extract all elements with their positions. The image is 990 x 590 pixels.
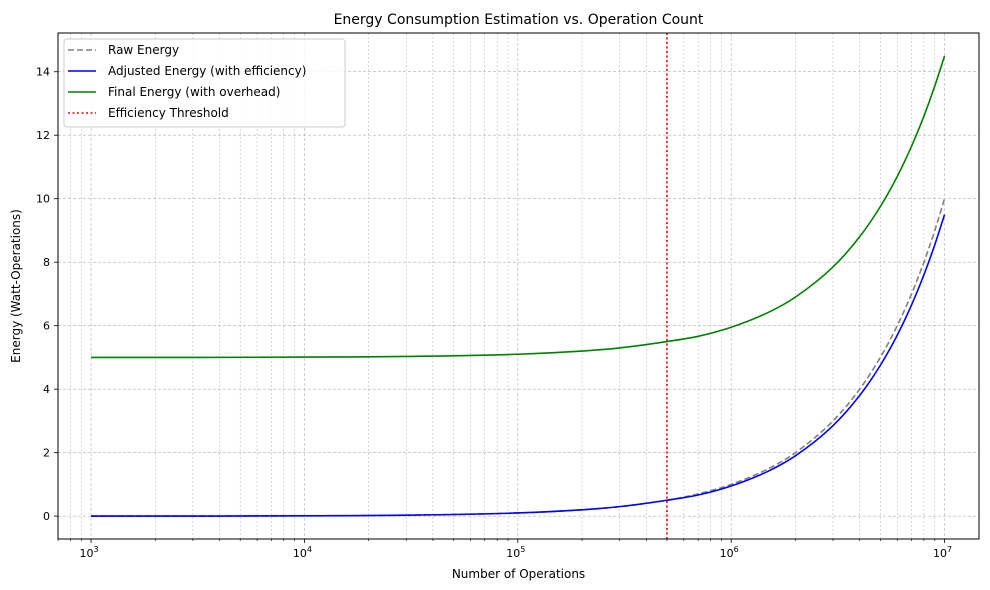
- y-axis-ticks: 0 2 4 6 8 10 12 14: [36, 66, 58, 523]
- y-tick-label: 10: [36, 193, 50, 206]
- x-tick-label: 107: [933, 545, 952, 560]
- plot-frame: [57, 32, 980, 540]
- series-layer: [91, 55, 946, 517]
- legend-item-adjusted-energy-label: Adjusted Energy (with efficiency): [108, 64, 306, 78]
- x-tick-label-base: 10: [720, 547, 734, 560]
- adjusted-energy-line: [91, 214, 946, 517]
- x-tick-label-exponent: 5: [520, 545, 525, 554]
- x-tick-label-exponent: 6: [734, 545, 739, 554]
- x-tick-label: 103: [80, 545, 99, 560]
- legend-item-raw-energy-label: Raw Energy: [108, 43, 179, 57]
- y-tick-label: 4: [43, 383, 50, 396]
- x-tick-label: 104: [293, 545, 312, 560]
- x-tick-label-base: 10: [506, 547, 520, 560]
- x-tick-label-exponent: 3: [94, 545, 99, 554]
- x-tick-label-base: 10: [293, 547, 307, 560]
- x-tick-label-exponent: 4: [307, 545, 312, 554]
- legend-item-efficiency-threshold-label: Efficiency Threshold: [108, 106, 229, 120]
- y-axis-label: Energy (Watt-Operations): [9, 209, 23, 363]
- raw-energy-line: [91, 198, 946, 517]
- legend: Raw Energy Adjusted Energy (with efficien…: [63, 38, 346, 128]
- x-tick-label-base: 10: [933, 547, 947, 560]
- y-tick-label: 8: [43, 256, 50, 269]
- x-tick-label: 106: [720, 545, 739, 560]
- final-energy-line: [91, 55, 946, 359]
- y-tick-label: 12: [36, 129, 50, 142]
- legend-item-final-energy-label: Final Energy (with overhead): [108, 85, 280, 99]
- x-tick-label: 105: [506, 545, 525, 560]
- x-tick-label-base: 10: [80, 547, 94, 560]
- x-axis-label: Number of Operations: [452, 567, 585, 581]
- x-axis-ticks: 103 104 105 106 107: [57, 539, 952, 560]
- y-tick-label: 0: [43, 510, 50, 523]
- y-tick-label: 6: [43, 320, 50, 333]
- chart-title: Energy Consumption Estimation vs. Operat…: [334, 12, 704, 28]
- x-tick-label-exponent: 7: [947, 545, 952, 554]
- legend-box: [63, 38, 346, 128]
- y-tick-label: 14: [36, 66, 50, 79]
- y-tick-label: 2: [43, 447, 50, 460]
